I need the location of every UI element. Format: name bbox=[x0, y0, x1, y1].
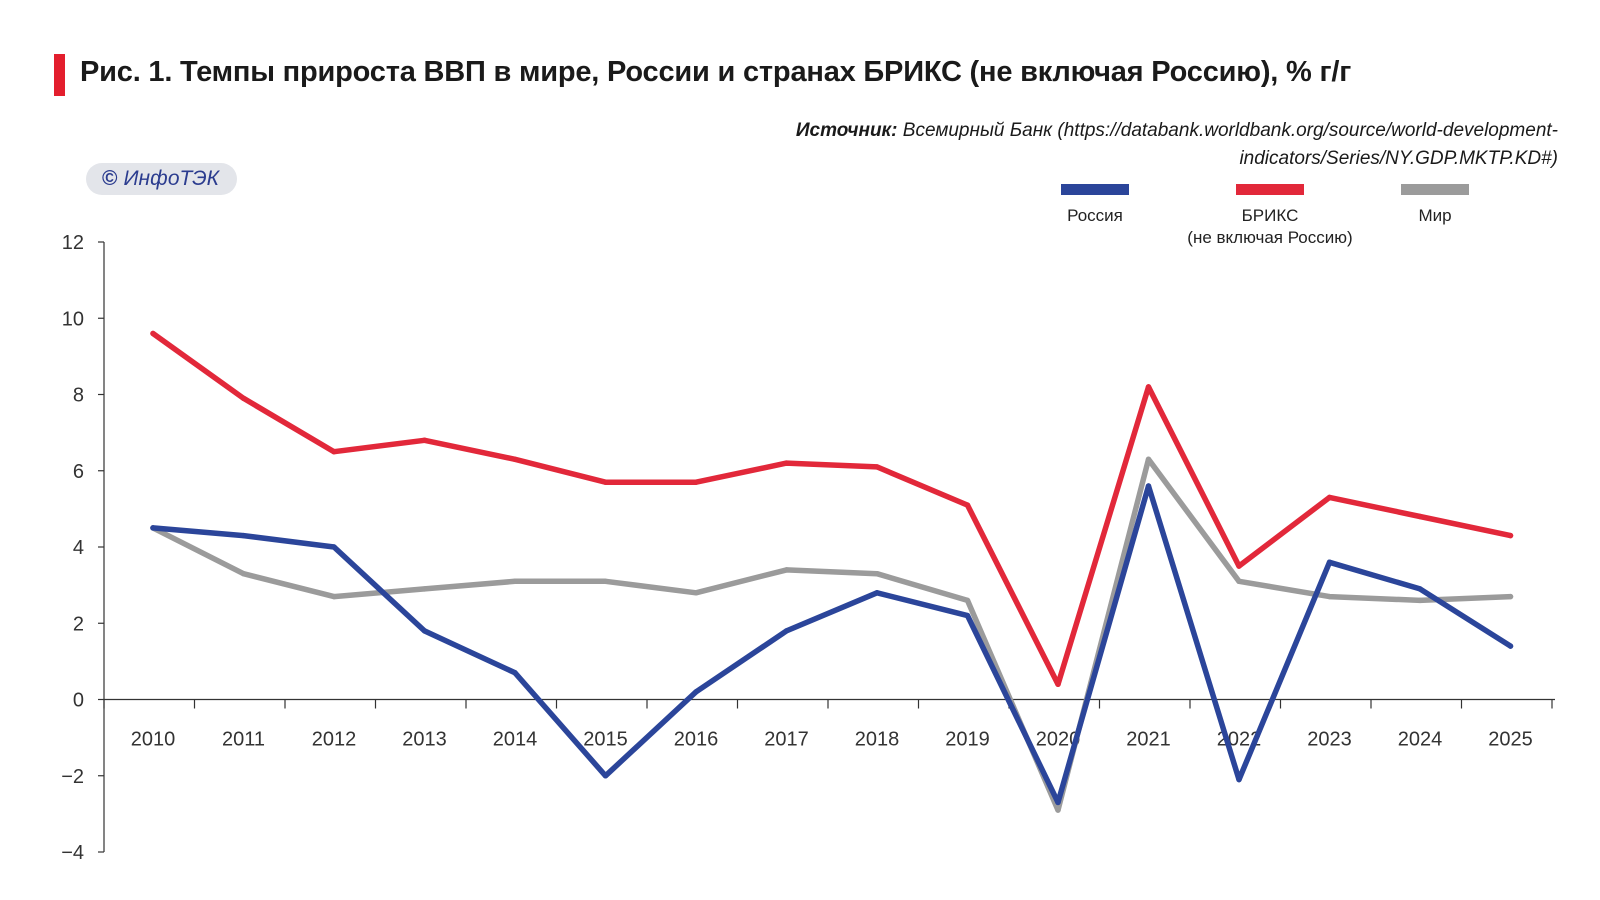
y-tick-label: 8 bbox=[73, 385, 84, 407]
source-text: Всемирный Банк (https://databank.worldba… bbox=[902, 120, 1558, 169]
y-tick-label: 10 bbox=[62, 308, 84, 330]
x-tick-label: 2020 bbox=[1036, 729, 1081, 751]
legend-swatch bbox=[1061, 184, 1129, 195]
data-point bbox=[1326, 494, 1333, 501]
data-point bbox=[421, 437, 428, 443]
x-tick-label: 2016 bbox=[674, 729, 719, 751]
y-tick-label: −2 bbox=[61, 766, 84, 788]
series-layer bbox=[150, 330, 1514, 813]
data-point bbox=[240, 570, 247, 577]
data-point bbox=[1145, 384, 1152, 390]
chart-title: Рис. 1. Темпы прироста ВВП в мире, Росси… bbox=[80, 56, 1352, 88]
title-accent-bar bbox=[54, 54, 65, 96]
x-tick-label: 2011 bbox=[222, 729, 265, 751]
data-point bbox=[512, 670, 518, 676]
x-tick-label: 2015 bbox=[583, 729, 628, 751]
data-point bbox=[240, 395, 247, 402]
data-point bbox=[693, 479, 699, 485]
x-tick-label: 2023 bbox=[1307, 729, 1352, 751]
data-point bbox=[874, 464, 880, 470]
data-point bbox=[1507, 532, 1514, 539]
x-tick-label: 2012 bbox=[312, 729, 357, 751]
y-tick-label: 12 bbox=[62, 232, 84, 254]
data-point bbox=[874, 590, 880, 596]
data-point bbox=[602, 578, 609, 585]
axes: −4 −2 0 2 4 6 8 10 12 2010 2011 2012 2013 2014 2015 201… bbox=[61, 232, 1555, 864]
data-point bbox=[512, 456, 518, 463]
series-line-2 bbox=[150, 456, 1514, 813]
x-tick-label: 2014 bbox=[493, 729, 538, 751]
data-point bbox=[1055, 807, 1061, 813]
data-point bbox=[874, 570, 880, 577]
data-point bbox=[421, 628, 428, 634]
data-point bbox=[783, 567, 790, 573]
data-point bbox=[421, 586, 428, 592]
x-tick-label: 2013 bbox=[402, 729, 447, 751]
x-tick-label: 2025 bbox=[1488, 729, 1533, 751]
x-tick-label: 2018 bbox=[855, 729, 900, 751]
data-point bbox=[783, 628, 790, 634]
data-point bbox=[1417, 586, 1423, 592]
data-point bbox=[1055, 799, 1061, 806]
data-point bbox=[1507, 593, 1514, 600]
x-tick-label: 2017 bbox=[764, 729, 809, 751]
legend: Россия БРИКС (не включая Россию) Мир bbox=[1061, 184, 1469, 247]
legend-swatch bbox=[1236, 184, 1304, 195]
data-point bbox=[1417, 513, 1423, 520]
legend-swatch bbox=[1401, 184, 1469, 195]
legend-label: БРИКС bbox=[1242, 206, 1299, 225]
infotek-badge: © ИнфоТЭК bbox=[86, 163, 238, 195]
data-point bbox=[693, 689, 699, 695]
data-point bbox=[1417, 597, 1423, 604]
y-tick-label: −4 bbox=[61, 842, 84, 864]
data-point bbox=[512, 578, 518, 585]
data-point bbox=[1236, 578, 1242, 585]
data-point bbox=[1145, 483, 1152, 489]
data-point bbox=[150, 330, 156, 337]
data-point bbox=[1236, 776, 1242, 783]
data-point bbox=[1236, 563, 1242, 569]
series-line-1 bbox=[150, 330, 1514, 688]
data-point bbox=[1507, 643, 1514, 649]
data-point bbox=[964, 612, 971, 619]
source-note: Источник: Всемирный Банк (https://databa… bbox=[658, 117, 1558, 173]
data-point bbox=[331, 593, 337, 600]
legend-label: Россия bbox=[1067, 206, 1123, 225]
data-point bbox=[150, 525, 156, 531]
badge-text: ИнфоТЭК bbox=[123, 167, 220, 190]
data-point bbox=[331, 448, 337, 455]
y-tick-label: 6 bbox=[73, 461, 84, 483]
data-point bbox=[964, 597, 971, 604]
data-point bbox=[693, 590, 699, 596]
x-tick-label: 2021 bbox=[1126, 729, 1171, 751]
y-tick-label: 0 bbox=[73, 690, 84, 712]
data-point bbox=[1326, 559, 1333, 565]
x-tick-label: 2024 bbox=[1398, 729, 1443, 751]
y-tick-label: 4 bbox=[73, 537, 84, 559]
x-tick-label: 2019 bbox=[945, 729, 990, 751]
data-point bbox=[331, 544, 337, 550]
source-label: Источник: bbox=[795, 120, 898, 141]
data-point bbox=[602, 773, 609, 779]
data-point bbox=[1145, 456, 1152, 463]
copyright-icon: © bbox=[102, 167, 118, 190]
y-tick-label: 2 bbox=[73, 613, 84, 635]
data-point bbox=[964, 502, 971, 508]
data-point bbox=[602, 479, 609, 485]
data-point bbox=[240, 532, 247, 539]
legend-label: Мир bbox=[1418, 206, 1451, 225]
series-line-0 bbox=[150, 483, 1514, 806]
data-point bbox=[1055, 681, 1061, 687]
data-point bbox=[1326, 593, 1333, 600]
x-tick-label: 2010 bbox=[131, 729, 176, 751]
data-point bbox=[783, 460, 790, 466]
legend-label-line2: (не включая Россию) bbox=[1187, 228, 1352, 247]
